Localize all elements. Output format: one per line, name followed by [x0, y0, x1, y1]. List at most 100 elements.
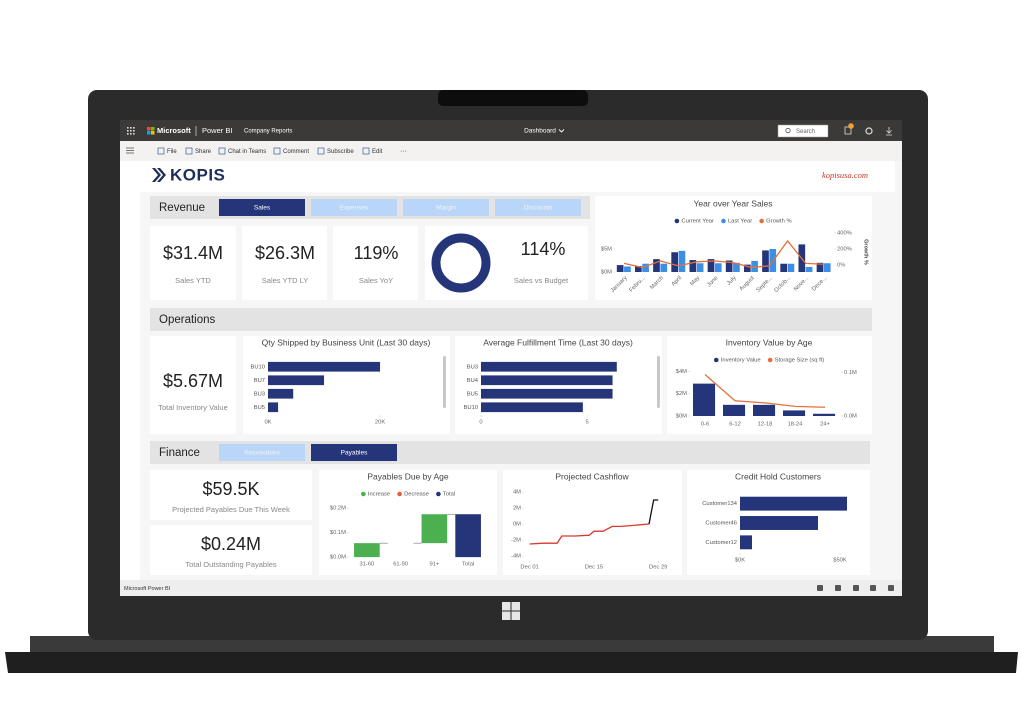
- section-title: Revenue: [159, 202, 205, 214]
- y-tick-label: BU5: [467, 391, 478, 397]
- toolbar-item[interactable]: Edit: [372, 149, 383, 155]
- toolbar-item[interactable]: Share: [195, 149, 212, 155]
- bar: [634, 266, 642, 272]
- y-tick-label: BU7: [254, 378, 265, 384]
- tab[interactable]: [403, 199, 489, 216]
- view-selector[interactable]: Dashboard: [524, 128, 556, 135]
- camera-notch: [438, 90, 588, 106]
- left-gutter: [120, 161, 140, 580]
- footer-icon[interactable]: [817, 585, 823, 591]
- y-tick-label: -2M: [511, 538, 521, 544]
- bar: [743, 264, 751, 272]
- scrollbar[interactable]: [443, 356, 446, 408]
- dot: [133, 133, 135, 135]
- legend-swatch: [767, 357, 773, 363]
- x-tick-label: Dec 01: [520, 565, 538, 571]
- tab[interactable]: [311, 199, 397, 216]
- tab[interactable]: [219, 444, 305, 461]
- bar: [354, 543, 380, 558]
- y-tick-label: $0.0M: [330, 555, 346, 561]
- toolbar-item[interactable]: File: [167, 149, 177, 155]
- legend-swatch: [436, 491, 441, 497]
- chart-title: Payables Due by Age: [367, 471, 449, 481]
- panel: [333, 226, 418, 300]
- chart-title: Credit Hold Customers: [735, 471, 821, 481]
- ms-logo-part: [151, 127, 155, 131]
- footer-icon[interactable]: [870, 585, 876, 591]
- top-bar: [120, 120, 902, 141]
- bar: [481, 402, 583, 413]
- bar: [653, 259, 660, 272]
- bar: [268, 388, 294, 399]
- download[interactable]: [886, 127, 892, 136]
- tab-label[interactable]: Margin: [436, 205, 456, 212]
- dot: [133, 130, 135, 132]
- laptop-base: [5, 652, 1018, 673]
- bar: [725, 260, 733, 272]
- tab-label[interactable]: Discounts: [524, 205, 553, 212]
- bar: [813, 413, 836, 416]
- scrollbar[interactable]: [657, 356, 660, 408]
- toolbar-item[interactable]: Comment: [283, 149, 309, 155]
- x-tick-label: 0K: [264, 420, 271, 426]
- toolbar-item[interactable]: Chat in Teams: [228, 149, 266, 155]
- tab[interactable]: [219, 199, 305, 216]
- tab-label[interactable]: Sales: [254, 205, 271, 212]
- bar: [616, 265, 624, 272]
- tab-label[interactable]: Payables: [341, 450, 368, 457]
- logo-part: [502, 611, 511, 620]
- bar: [787, 263, 795, 272]
- kpi-label: Sales YTD LY: [262, 276, 308, 285]
- legend-swatch: [674, 218, 680, 224]
- kpi-value: 114%: [521, 239, 566, 259]
- legend-label: Storage Size (sq ft): [775, 358, 825, 364]
- x-tick-label: 24+: [820, 422, 830, 428]
- bar: [642, 263, 649, 272]
- dot: [130, 130, 132, 132]
- tab-label[interactable]: Expenses: [340, 205, 369, 212]
- tab[interactable]: [495, 199, 581, 216]
- y-tick-label: BU10: [463, 405, 478, 411]
- x-tick-label: 20K: [375, 420, 385, 426]
- footer-icon[interactable]: [853, 585, 859, 591]
- y-tick-label: BU4: [467, 378, 479, 384]
- x-tick-label: 5: [585, 420, 588, 426]
- search-box[interactable]: [777, 124, 829, 138]
- section-title: Finance: [159, 447, 200, 459]
- footer-icon[interactable]: [888, 585, 894, 591]
- toolbar-item[interactable]: Subscribe: [327, 149, 354, 155]
- dot: [133, 127, 135, 129]
- settings[interactable]: [865, 127, 873, 135]
- y-tick-label: Customer12: [705, 540, 737, 546]
- legend-swatch: [397, 491, 402, 497]
- toolbar-icon: [362, 147, 370, 155]
- bar: [740, 516, 818, 530]
- y-tick-label: $0M: [676, 414, 687, 420]
- panel: [242, 226, 327, 300]
- panel: [150, 525, 312, 575]
- bar: [481, 375, 613, 386]
- bar: [805, 266, 813, 272]
- x-tick-label: 31-60: [359, 562, 374, 568]
- bar: [751, 260, 758, 272]
- tab-label[interactable]: Receivables: [244, 450, 280, 457]
- y-tick-label: 0.0M: [844, 414, 857, 420]
- logo-part: [511, 602, 520, 611]
- tab[interactable]: [311, 444, 397, 461]
- toolbar: [120, 141, 902, 161]
- workspace-name[interactable]: Company Reports: [244, 129, 292, 135]
- legend-swatch: [721, 218, 726, 224]
- app-launcher[interactable]: [127, 127, 135, 135]
- bar: [740, 496, 847, 511]
- brand: Microsoft: [157, 126, 191, 135]
- dot: [127, 130, 129, 132]
- bar: [707, 259, 715, 272]
- bar: [421, 514, 448, 544]
- dot: [130, 133, 132, 135]
- bar: [733, 262, 740, 272]
- notifications[interactable]: [844, 126, 852, 135]
- y-tick-label: BU5: [254, 405, 265, 411]
- bar: [762, 250, 769, 272]
- footer-icon[interactable]: [835, 585, 841, 591]
- y-tick-label: $5M: [601, 247, 612, 253]
